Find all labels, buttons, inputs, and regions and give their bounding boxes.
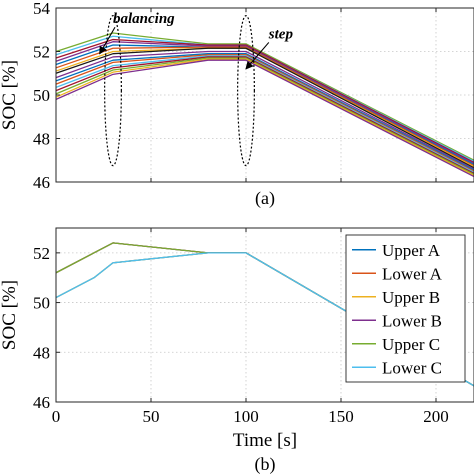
legend-label: Upper B (382, 288, 440, 307)
legend-label: Lower B (382, 311, 442, 330)
x-tick-label: 50 (143, 407, 160, 426)
annotation-arrow (99, 26, 116, 55)
series-line (55, 38, 474, 164)
series-line (55, 55, 474, 173)
series-group-b (55, 242, 474, 387)
y-tick-label: 50 (33, 294, 50, 313)
legend-box (345, 234, 466, 383)
x-tick-label: 200 (423, 407, 449, 426)
annotation-arrow (245, 42, 270, 70)
panel-label-a: (a) (255, 188, 275, 209)
ellipse-group-a (104, 15, 255, 167)
series-line (55, 56, 474, 174)
y-tick-label: 48 (33, 343, 50, 362)
x-axis-label-b: Time [s] (233, 430, 297, 451)
series-line (55, 46, 474, 167)
y-ticks-a: 46 48 50 52 54 (33, 0, 60, 192)
series-line (55, 59, 474, 178)
y-axis-label-a: SOC [%] (0, 60, 20, 130)
y-tick-label: 52 (33, 43, 50, 62)
y-tick-label: 46 (33, 173, 50, 192)
y-tick-label: 48 (33, 130, 50, 149)
annotation-group-a: balancing step (99, 11, 294, 70)
highlight-ellipse (104, 15, 122, 167)
y-tick-label: 54 (33, 0, 51, 18)
series-line (55, 58, 474, 177)
x-tick-label: 150 (328, 407, 354, 426)
y-tick-label: 50 (33, 86, 50, 105)
x-tick-label: 100 (233, 407, 259, 426)
x-ticks-b: 0 50 100 150 200 (52, 228, 449, 426)
y-tick-label: 46 (33, 393, 50, 412)
annotation-label: balancing (113, 11, 175, 27)
series-line (55, 50, 474, 170)
series-line (55, 41, 474, 165)
series-line (55, 32, 474, 161)
series-line (55, 47, 474, 169)
annotation-label: step (268, 26, 294, 42)
series-line (55, 252, 474, 387)
y-axis-label-b: SOC [%] (0, 280, 20, 350)
y-ticks-b: 46 48 50 52 (33, 244, 60, 412)
legend-label: Lower A (382, 264, 443, 283)
y-tick-label: 52 (33, 244, 50, 263)
x-tick-label: 0 (52, 407, 61, 426)
highlight-ellipse (237, 15, 255, 167)
series-line (55, 53, 474, 171)
series-line (55, 54, 474, 172)
axes-frame-b (55, 227, 474, 403)
x-ticks-a (55, 8, 437, 182)
legend-label: Upper A (382, 241, 441, 260)
panel-a: balancing step 46 48 50 52 54 SOC [%] (a) (0, 0, 474, 209)
legend-label: Lower C (382, 358, 442, 377)
series-line (55, 57, 474, 175)
legend-label: Upper C (382, 335, 440, 354)
panel-label-b: (b) (255, 454, 276, 475)
legend: Upper A Lower A Upper B Lower B Upper C Lower… (345, 234, 466, 383)
series-group-a (55, 32, 474, 178)
